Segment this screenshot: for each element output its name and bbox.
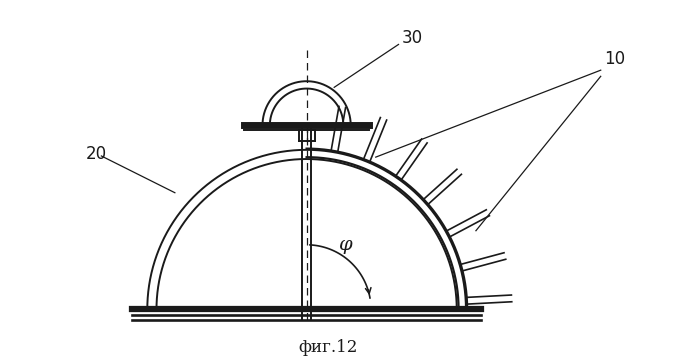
Text: фиг.12: фиг.12 [298,339,358,356]
Text: 30: 30 [402,29,423,47]
Text: 10: 10 [604,50,625,68]
Text: 20: 20 [86,145,107,163]
Text: φ: φ [338,236,352,254]
